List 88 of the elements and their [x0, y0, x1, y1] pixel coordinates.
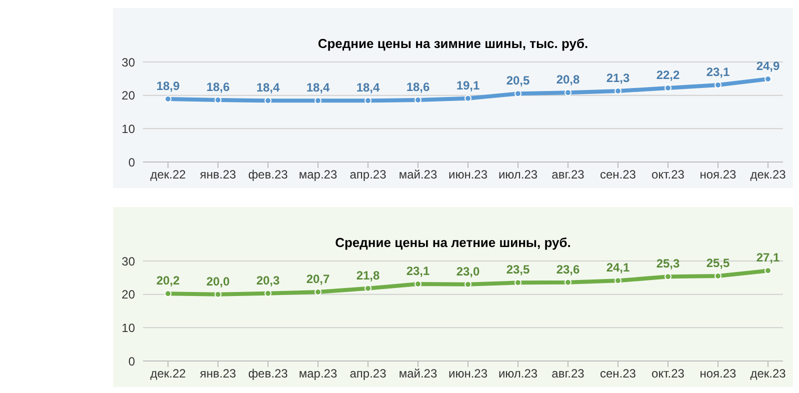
x-tick-label: окт.23 [652, 168, 685, 182]
point [264, 97, 272, 104]
point [564, 89, 572, 96]
x-tick-label: сен.23 [600, 366, 636, 381]
data-label: 25,5 [706, 256, 730, 270]
data-label: 19,1 [456, 78, 480, 92]
data-label: 25,3 [656, 256, 680, 271]
x-tick-label: май.23 [398, 366, 438, 381]
point [164, 96, 172, 102]
data-label: 18,4 [306, 80, 330, 95]
x-tick-label: фев.23 [248, 168, 288, 182]
data-label: 23,5 [506, 262, 530, 277]
point [514, 279, 522, 286]
y-tick-label: 30 [122, 55, 136, 70]
data-label: 23,1 [406, 264, 430, 278]
x-tick-label: май.23 [398, 168, 438, 182]
chart-title: Средние цены на зимние шины, тыс. руб. [316, 35, 590, 52]
data-label: 18,4 [256, 80, 280, 95]
x-tick-label: авг.23 [552, 168, 585, 182]
x-tick-label: янв.23 [200, 168, 236, 182]
y-tick-label: 10 [122, 122, 136, 136]
x-tick-label: окт.23 [652, 366, 685, 381]
data-label: 20,5 [506, 74, 530, 88]
point [164, 290, 172, 298]
x-tick-label: дек.22 [150, 168, 186, 182]
x-tick-label: июн.23 [448, 366, 488, 381]
x-tick-label: июл.23 [498, 168, 538, 182]
point [364, 284, 372, 292]
x-tick-label: июл.23 [498, 366, 538, 381]
data-label: 20,8 [556, 72, 580, 87]
data-label: 23,0 [456, 264, 480, 278]
y-tick-label: 10 [122, 320, 136, 335]
point [464, 280, 472, 288]
data-label: 27,1 [756, 250, 780, 265]
x-tick-label: авг.23 [552, 366, 585, 381]
x-tick-label: мар.23 [298, 366, 338, 381]
x-tick-label: июн.23 [448, 168, 488, 182]
y-tick-label: 20 [122, 288, 136, 302]
x-tick-label: мар.23 [298, 168, 338, 182]
point [214, 290, 222, 298]
x-tick-label: сен.23 [600, 168, 636, 182]
point [764, 267, 772, 274]
point [614, 88, 622, 94]
data-label: 18,9 [156, 79, 180, 93]
point [414, 280, 422, 288]
y-tick-label: 0 [128, 354, 136, 368]
point [464, 94, 472, 102]
x-tick-label: дек.22 [150, 366, 186, 381]
point [664, 84, 672, 92]
data-label: 18,6 [206, 80, 230, 94]
chart-title: Средние цены на летние шины, руб. [334, 234, 572, 251]
data-label: 24,9 [756, 59, 780, 73]
point [214, 96, 222, 104]
data-label: 20,0 [206, 274, 230, 288]
y-tick-label: 20 [122, 88, 136, 103]
y-tick-label: 30 [122, 254, 136, 268]
data-label: 20,3 [256, 273, 280, 288]
point [564, 278, 572, 286]
x-tick-label: дек.23 [750, 366, 786, 381]
y-tick-label: 0 [128, 155, 136, 170]
point [414, 96, 422, 104]
x-tick-label: апр.23 [350, 168, 387, 182]
data-label: 23,1 [706, 65, 730, 79]
x-tick-label: ноя.23 [700, 366, 737, 381]
x-tick-label: фев.23 [248, 366, 288, 381]
x-tick-label: дек.23 [750, 168, 786, 182]
data-label: 18,4 [356, 80, 380, 95]
point [364, 97, 372, 104]
x-tick-label: ноя.23 [700, 168, 737, 182]
data-label: 18,6 [406, 80, 430, 94]
point [514, 90, 522, 98]
data-label: 21,8 [356, 268, 380, 282]
point [714, 82, 722, 88]
data-label: 23,6 [556, 262, 580, 276]
data-label: 22,2 [656, 68, 680, 82]
x-tick-label: апр.23 [350, 366, 387, 381]
point [314, 288, 322, 296]
point [614, 277, 622, 284]
point [664, 273, 672, 280]
data-label: 21,3 [606, 71, 630, 85]
point [264, 290, 272, 297]
data-label: 24,1 [606, 260, 630, 275]
data-label: 20,7 [306, 272, 330, 286]
point [714, 272, 722, 280]
x-tick-label: янв.23 [200, 366, 236, 381]
point [314, 97, 322, 104]
point [764, 76, 772, 82]
data-label: 20,2 [156, 274, 180, 288]
